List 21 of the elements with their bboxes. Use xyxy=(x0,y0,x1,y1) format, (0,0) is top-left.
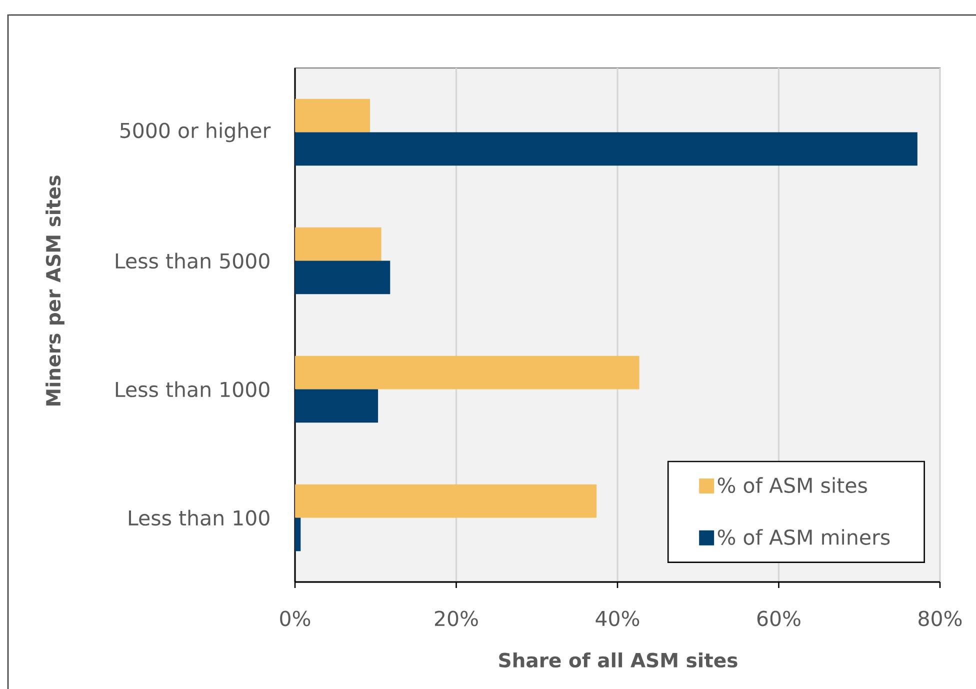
legend-label: % of ASM sites xyxy=(718,477,867,494)
x-tick-label: 20% xyxy=(434,610,478,626)
y-tick-label: Less than 5000 xyxy=(116,252,270,269)
bar xyxy=(295,260,390,294)
bar xyxy=(295,484,597,518)
x-tick-label: 60% xyxy=(757,610,800,626)
bar xyxy=(295,518,301,552)
x-tick-label: 40% xyxy=(596,610,640,626)
bar xyxy=(295,389,378,423)
x-tick-label: 80% xyxy=(918,610,962,626)
bar xyxy=(295,132,918,166)
y-tick-label: Less than 1000 xyxy=(116,381,270,398)
y-tick-label: Less than 100 xyxy=(128,510,270,526)
x-tick-label: 0% xyxy=(280,610,310,626)
x-axis-title: Share of all ASM sites xyxy=(499,652,738,668)
bar xyxy=(295,227,382,261)
legend-label: % of ASM miners xyxy=(718,529,890,545)
bar xyxy=(295,356,640,390)
bar xyxy=(295,98,370,132)
y-axis-title: Miners per ASM sites xyxy=(46,176,64,406)
y-tick-label: 5000 or higher xyxy=(120,122,271,142)
